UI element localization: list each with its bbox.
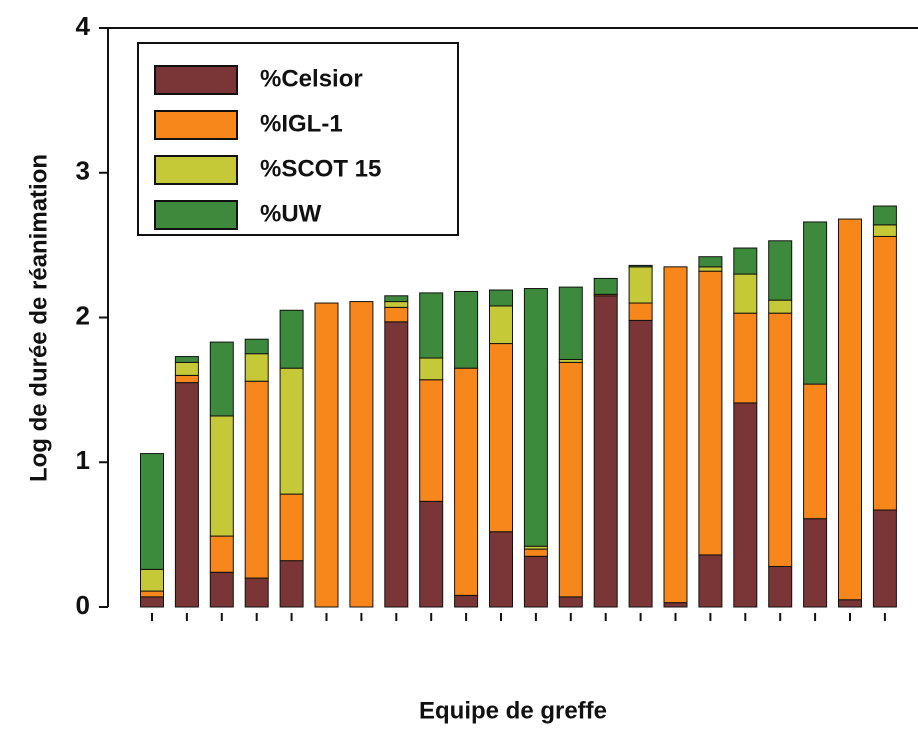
bar-segment: [733, 312, 758, 404]
bar-segment: [872, 205, 897, 226]
bar-segment: [663, 266, 688, 604]
bar-segment: [523, 288, 548, 547]
bar-segment: [558, 361, 583, 598]
y-tick-label: 2: [76, 300, 90, 330]
bar-segment: [244, 338, 269, 355]
bar-segment: [489, 531, 513, 608]
bar-segment: [803, 518, 828, 608]
bar-segment: [454, 290, 479, 369]
bar-segment: [872, 235, 897, 511]
bar-segment: [244, 353, 269, 382]
bar-segment: [698, 554, 723, 608]
bar-segment: [838, 599, 862, 608]
bar-segment: [489, 343, 513, 533]
bar-segment: [838, 218, 862, 601]
bar-segment: [698, 270, 723, 556]
y-tick-label: 3: [76, 156, 90, 186]
bar-segment: [733, 402, 758, 608]
bar-segment: [140, 590, 164, 598]
bar-segment: [174, 374, 199, 384]
bar-segment: [209, 415, 234, 537]
y-axis-label: Log de durée de réanimation: [25, 154, 52, 482]
x-axis-label: Equipe de greffe: [419, 697, 607, 724]
bar-segment: [174, 356, 199, 363]
bar-segment: [244, 577, 269, 608]
bar-segment: [279, 493, 304, 562]
legend-label: %Celsior: [260, 65, 363, 92]
bar-segment: [768, 240, 793, 301]
bar-segment: [244, 380, 269, 579]
bar-segment: [140, 596, 164, 608]
bar-segment: [419, 500, 444, 608]
bar-segment: [628, 302, 653, 321]
y-tick-label: 0: [76, 590, 90, 620]
bar-segment: [803, 383, 828, 520]
bar-segment: [698, 266, 723, 272]
bar-segment: [593, 277, 618, 295]
bar-segment: [872, 509, 897, 608]
bar-segment: [558, 286, 583, 360]
bar-segment: [523, 555, 548, 608]
bar-segment: [454, 594, 479, 608]
bar-segment: [872, 224, 897, 237]
bar-segment: [454, 367, 479, 596]
bar-segment: [419, 357, 444, 381]
legend-swatch: [154, 110, 238, 140]
bar-segment: [279, 309, 304, 369]
bar-segment: [209, 571, 234, 608]
bar-segment: [174, 361, 199, 376]
bar-segment: [628, 266, 653, 304]
legend-label: %UW: [260, 200, 322, 227]
legend-swatch: [154, 155, 238, 185]
bar-segment: [314, 302, 339, 608]
bar-segment: [209, 341, 234, 417]
bar-segment: [558, 596, 583, 608]
legend-swatch: [154, 200, 238, 230]
bar-segment: [384, 321, 409, 608]
legend-label: %SCOT 15: [260, 155, 381, 182]
y-tick-label: 4: [76, 11, 91, 41]
bar-segment: [209, 535, 234, 573]
bar-segment: [768, 312, 793, 567]
legend-swatch: [154, 65, 238, 95]
bar-segment: [419, 292, 444, 359]
bar-segment: [733, 273, 758, 314]
bar-segment: [628, 264, 653, 268]
bar-segment: [768, 299, 793, 314]
bar-segment: [349, 301, 374, 608]
bar-segment: [140, 568, 164, 592]
bar-segment: [419, 379, 444, 502]
bar-segment: [384, 295, 409, 303]
bar-segment: [174, 382, 199, 608]
bar-segment: [279, 560, 304, 608]
bar-segment: [489, 305, 513, 345]
bar-segment: [803, 221, 828, 385]
bar-segment: [384, 306, 409, 323]
bar-segment: [663, 602, 688, 608]
legend-label: %IGL-1: [260, 110, 343, 137]
bar-segment: [489, 289, 513, 307]
bar-segment: [523, 548, 548, 557]
bar-segment: [628, 319, 653, 608]
bar-segment: [593, 295, 618, 608]
bar-segment: [384, 301, 409, 308]
y-tick-label: 1: [76, 445, 90, 475]
bar-segment: [698, 256, 723, 268]
bar-segment: [733, 247, 758, 275]
bar-segment: [279, 367, 304, 495]
bar-segment: [140, 453, 164, 570]
bar-segment: [768, 565, 793, 608]
